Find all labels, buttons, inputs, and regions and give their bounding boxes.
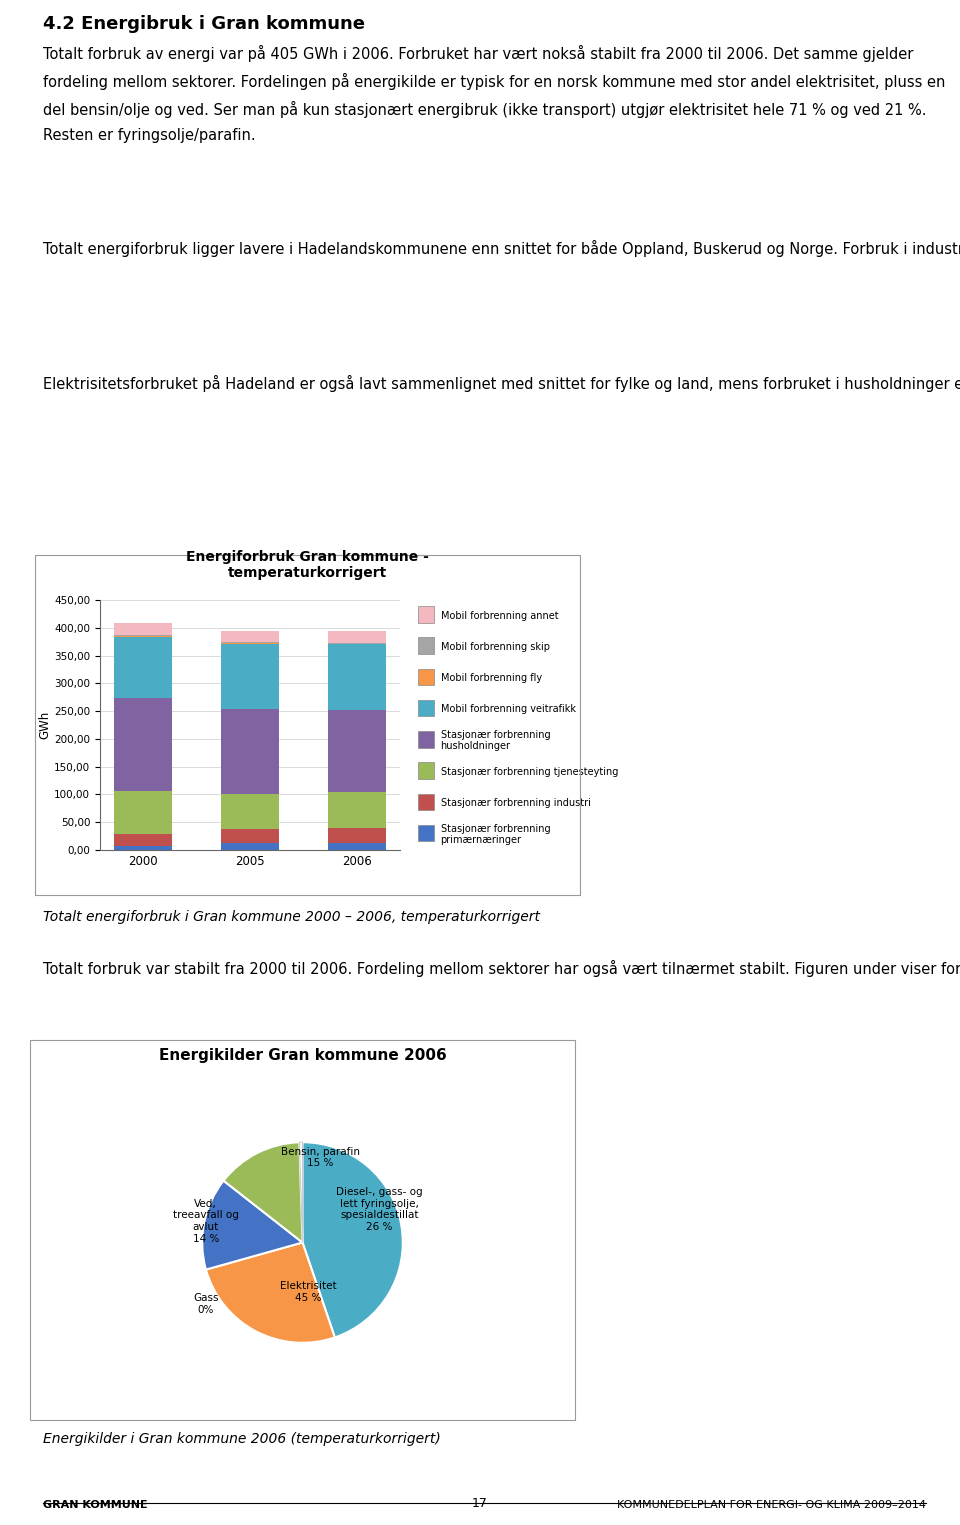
- Wedge shape: [302, 1142, 403, 1337]
- Wedge shape: [203, 1180, 302, 1270]
- Bar: [221, 830, 279, 843]
- Bar: [327, 645, 386, 711]
- Bar: [327, 828, 386, 843]
- Bar: [113, 622, 173, 634]
- Bar: [327, 843, 386, 849]
- Text: Stasjonær forbrenning
husholdninger: Stasjonær forbrenning husholdninger: [441, 730, 550, 752]
- Bar: [221, 709, 279, 795]
- Bar: [419, 637, 434, 654]
- Text: Ved,
treeavfall og
avlut
14 %: Ved, treeavfall og avlut 14 %: [173, 1199, 239, 1244]
- Bar: [419, 730, 434, 747]
- Bar: [327, 791, 386, 828]
- Bar: [419, 668, 434, 685]
- Bar: [419, 605, 434, 622]
- Text: Elektrisitet
45 %: Elektrisitet 45 %: [280, 1281, 337, 1302]
- Bar: [221, 795, 279, 830]
- Text: Totalt energiforbruk i Gran kommune 2000 – 2006, temperaturkorrigert: Totalt energiforbruk i Gran kommune 2000…: [43, 910, 540, 924]
- Wedge shape: [300, 1142, 302, 1243]
- Bar: [113, 845, 173, 849]
- Wedge shape: [224, 1142, 302, 1243]
- Bar: [113, 791, 173, 834]
- Text: Mobil forbrenning fly: Mobil forbrenning fly: [441, 673, 541, 683]
- Text: Gass
0%: Gass 0%: [193, 1293, 219, 1315]
- Text: Energikilder Gran kommune 2006: Energikilder Gran kommune 2006: [158, 1048, 446, 1063]
- Text: Bensin, parafin
15 %: Bensin, parafin 15 %: [280, 1147, 360, 1168]
- Bar: [327, 711, 386, 791]
- Text: Stasjonær forbrenning tjenesteyting: Stasjonær forbrenning tjenesteyting: [441, 767, 618, 776]
- Text: Mobil forbrenning veitrafikk: Mobil forbrenning veitrafikk: [441, 705, 576, 714]
- Text: Energikilder i Gran kommune 2006 (temperaturkorrigert): Energikilder i Gran kommune 2006 (temper…: [43, 1432, 441, 1446]
- Text: 4.2 Energibruk i Gran kommune: 4.2 Energibruk i Gran kommune: [43, 15, 365, 34]
- Bar: [327, 630, 386, 642]
- Bar: [113, 834, 173, 845]
- Bar: [221, 630, 279, 642]
- Text: Mobil forbrenning annet: Mobil forbrenning annet: [441, 610, 558, 621]
- Text: Totalt forbruk av energi var på 405 GWh i 2006. Forbruket har vært nokså stabilt: Totalt forbruk av energi var på 405 GWh …: [43, 46, 946, 143]
- Bar: [113, 636, 173, 698]
- Text: Elektrisitetsforbruket på Hadeland er også lavt sammenlignet med snittet for fyl: Elektrisitetsforbruket på Hadeland er og…: [43, 375, 960, 392]
- Text: Stasjonær forbrenning industri: Stasjonær forbrenning industri: [441, 798, 590, 808]
- Text: Stasjonær forbrenning
primærnæringer: Stasjonær forbrenning primærnæringer: [441, 824, 550, 845]
- Bar: [419, 700, 434, 717]
- Bar: [419, 762, 434, 779]
- Text: Mobil forbrenning skip: Mobil forbrenning skip: [441, 642, 549, 651]
- Text: GRAN KOMMUNE: GRAN KOMMUNE: [43, 1501, 148, 1510]
- Wedge shape: [206, 1243, 335, 1344]
- Y-axis label: GWh: GWh: [38, 711, 52, 740]
- Text: Energiforbruk Gran kommune -
temperaturkorrigert: Energiforbruk Gran kommune - temperaturk…: [186, 551, 429, 580]
- Bar: [221, 644, 279, 709]
- Bar: [419, 793, 434, 810]
- Text: Diesel-, gass- og
lett fyringsolje,
spesialdestillat
26 %: Diesel-, gass- og lett fyringsolje, spes…: [336, 1186, 422, 1232]
- Bar: [113, 698, 173, 791]
- Text: 17: 17: [472, 1498, 488, 1510]
- Bar: [419, 825, 434, 842]
- Text: KOMMUNEDELPLAN FOR ENERGI- OG KLIMA 2009–2014: KOMMUNEDELPLAN FOR ENERGI- OG KLIMA 2009…: [617, 1501, 926, 1510]
- Bar: [221, 843, 279, 849]
- Text: Totalt forbruk var stabilt fra 2000 til 2006. Fordeling mellom sektorer har også: Totalt forbruk var stabilt fra 2000 til …: [43, 961, 960, 978]
- Text: Totalt energiforbruk ligger lavere i Hadelandskommunene enn snittet for både Opp: Totalt energiforbruk ligger lavere i Had…: [43, 239, 960, 258]
